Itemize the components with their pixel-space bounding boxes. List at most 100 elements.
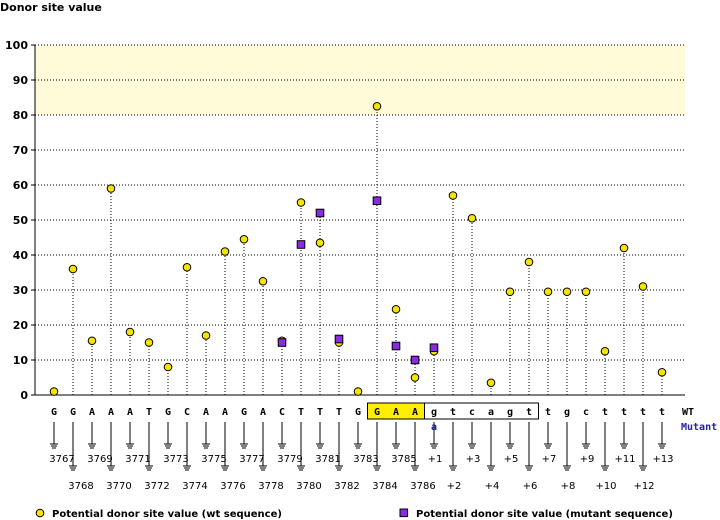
chart-title: Donor site value — [0, 1, 102, 14]
wt-point — [543, 287, 553, 297]
base-label: G — [165, 407, 171, 418]
position-label: 3774 — [182, 481, 207, 492]
sequence-row: G 3767 G 3768 A 3769 A 3770 A 3771 T 3772 G 3773 C 3774… — [49, 402, 674, 492]
base-label: A — [412, 407, 418, 418]
wt-point — [220, 247, 230, 256]
wt-point — [201, 331, 211, 340]
base-label: t — [621, 407, 627, 418]
wt-point — [68, 264, 78, 274]
wt-point — [467, 213, 477, 223]
position-label: 3773 — [163, 454, 188, 465]
wt-point — [87, 336, 97, 346]
y-tick-labels: 0 10 20 30 40 50 60 70 80 90 100 — [5, 39, 28, 402]
legend-mutant-marker — [399, 508, 409, 518]
position-label: 3770 — [106, 481, 131, 492]
wt-point — [353, 387, 363, 396]
position-label: 3778 — [258, 481, 283, 492]
position-label: +12 — [633, 481, 654, 492]
wt-point — [125, 327, 135, 337]
base-label: T — [146, 407, 152, 418]
position-label: 3782 — [334, 481, 359, 492]
wt-point — [505, 287, 515, 297]
wt-point — [372, 101, 382, 111]
wt-point — [638, 282, 648, 291]
mutant-row-label: Mutant — [681, 422, 717, 433]
base-label: t — [602, 407, 608, 418]
wt-point — [619, 243, 629, 253]
position-label: 3783 — [353, 454, 378, 465]
base-label: G — [374, 407, 380, 418]
base-label: t — [526, 407, 532, 418]
position-label: 3777 — [239, 454, 264, 465]
position-label: +3 — [466, 454, 481, 465]
y-tick-label: 60 — [13, 179, 29, 192]
mutant-point — [429, 343, 439, 353]
wt-point — [144, 338, 154, 347]
mutant-point — [296, 240, 306, 249]
position-label: +8 — [561, 481, 576, 492]
y-tick-label: 100 — [5, 39, 28, 52]
base-label: t — [659, 407, 665, 418]
wt-point — [562, 287, 572, 297]
wt-point — [657, 367, 667, 377]
y-tick-label: 90 — [13, 74, 29, 87]
base-label: g — [564, 407, 570, 418]
position-label: +6 — [523, 481, 538, 492]
position-label: 3781 — [315, 454, 340, 465]
base-label: A — [89, 407, 95, 418]
wt-point — [410, 373, 420, 382]
position-label: 3779 — [277, 454, 302, 465]
wt-point — [524, 257, 534, 267]
wt-point — [49, 387, 59, 396]
position-label: +11 — [614, 454, 635, 465]
position-label: 3776 — [220, 481, 245, 492]
wt-point — [315, 238, 325, 248]
wt-point — [581, 287, 591, 297]
base-label: C — [184, 407, 190, 418]
wt-point — [391, 304, 401, 314]
wt-point — [239, 234, 249, 244]
legend: Potential donor site value (wt sequence)… — [35, 508, 673, 520]
base-label: G — [241, 407, 247, 418]
mutant-point — [391, 341, 401, 351]
base-label: A — [127, 407, 133, 418]
position-label: 3784 — [372, 481, 397, 492]
base-label: A — [393, 407, 399, 418]
wt-point — [296, 198, 306, 207]
base-label: A — [260, 407, 266, 418]
base-label: T — [336, 407, 342, 418]
base-label: G — [355, 407, 361, 418]
position-label: +4 — [485, 481, 500, 492]
base-label: c — [469, 407, 475, 418]
base-label: t — [545, 407, 551, 418]
y-tick-label: 10 — [13, 354, 29, 367]
grid-lines — [31, 44, 685, 396]
base-label: A — [203, 407, 209, 418]
y-tick-label: 20 — [13, 319, 29, 332]
legend-mutant-label: Potential donor site value (mutant seque… — [416, 509, 673, 520]
base-label: G — [70, 407, 76, 418]
position-label: 3785 — [391, 454, 416, 465]
y-tick-label: 80 — [13, 109, 29, 122]
position-label: 3767 — [49, 454, 74, 465]
wt-point — [486, 378, 496, 388]
position-label: 3780 — [296, 481, 321, 492]
position-label: +1 — [428, 454, 443, 465]
position-label: 3769 — [87, 454, 112, 465]
base-label: A — [108, 407, 114, 418]
base-label: A — [222, 407, 228, 418]
position-label: +10 — [595, 481, 616, 492]
mutant-point — [277, 338, 287, 347]
position-label: +5 — [504, 454, 519, 465]
wt-point — [448, 191, 458, 200]
legend-wt-marker — [35, 508, 45, 518]
mutant-point — [334, 334, 344, 344]
position-label: 3772 — [144, 481, 169, 492]
y-tick-label: 70 — [13, 144, 29, 157]
base-label: a — [488, 407, 494, 418]
position-label: +13 — [652, 454, 673, 465]
base-label: G — [51, 407, 57, 418]
y-tick-label: 0 — [20, 389, 28, 402]
position-label: 3771 — [125, 454, 150, 465]
base-label: T — [317, 407, 323, 418]
